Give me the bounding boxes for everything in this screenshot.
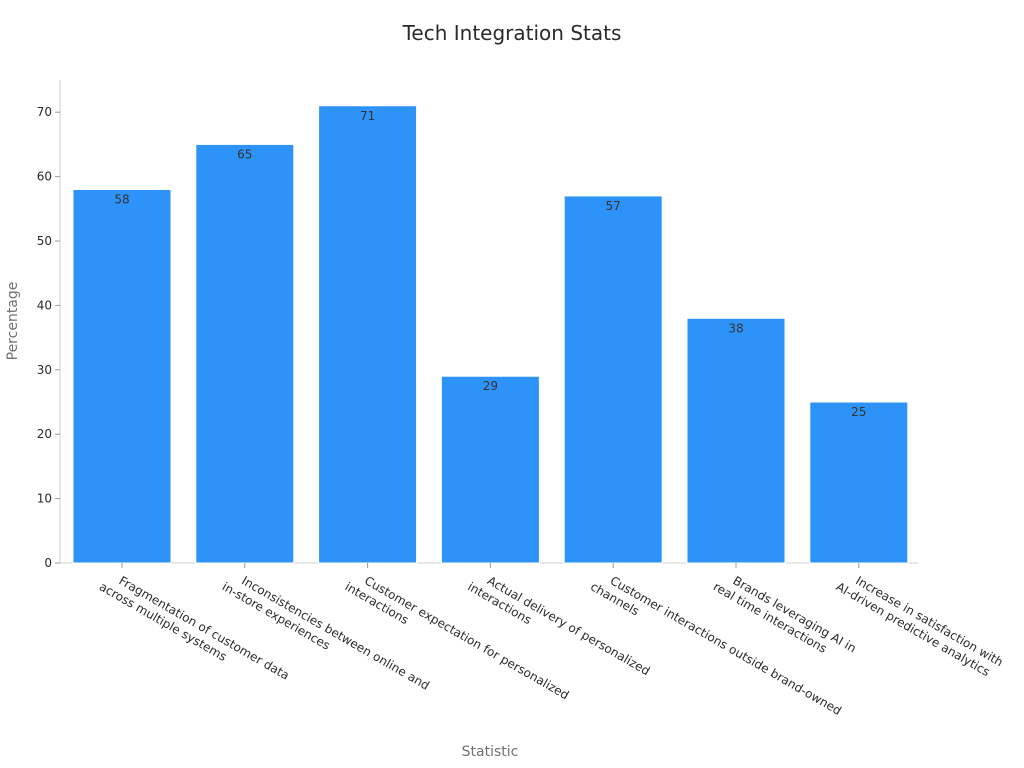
y-tick-label: 40: [37, 298, 52, 312]
x-axis-title: Statistic: [462, 744, 519, 760]
bar[interactable]: [809, 401, 909, 564]
bar-value-label: 58: [114, 192, 129, 206]
bar-value-label: 38: [728, 321, 743, 335]
bar[interactable]: [318, 105, 418, 564]
y-tick-label: 20: [37, 427, 52, 441]
bar[interactable]: [72, 188, 172, 564]
bar-value-label: 25: [851, 405, 866, 419]
y-tick-label: 50: [37, 234, 52, 248]
bar[interactable]: [440, 375, 540, 564]
bars-group: [72, 105, 909, 564]
y-axis-ticks: 0 10 20 30 40 50 60 70: [37, 105, 60, 570]
x-category-label: Customer expectation for personalizedint…: [342, 573, 571, 702]
bar-value-label: 65: [237, 147, 252, 161]
bar[interactable]: [686, 317, 786, 564]
x-category-label-line: Inconsistencies between online and: [239, 573, 432, 692]
y-axis-title: Percentage: [5, 282, 21, 361]
bar[interactable]: [195, 143, 295, 564]
y-tick-label: 60: [37, 170, 52, 184]
bar[interactable]: [563, 195, 663, 564]
x-category-label-line: AI-driven predictive analytics: [834, 579, 993, 679]
y-tick-label: 70: [37, 105, 52, 119]
bar-value-label: 71: [360, 109, 375, 123]
data-labels-group: 58 65 71 29 57 38 25: [114, 109, 866, 419]
bar-value-label: 57: [606, 199, 621, 213]
y-tick-label: 30: [37, 363, 52, 377]
x-category-label-line: across multiple systems: [97, 579, 229, 663]
x-category-label-line: Customer expectation for personalized: [362, 573, 571, 702]
chart-title: Tech Integration Stats: [402, 21, 622, 45]
y-tick-label: 0: [44, 556, 52, 570]
bar-value-label: 29: [483, 379, 498, 393]
x-category-label: Inconsistencies between online andin-sto…: [220, 573, 432, 692]
y-tick-label: 10: [37, 492, 52, 506]
x-category-label-line: Increase in satisfaction with: [853, 573, 1005, 669]
